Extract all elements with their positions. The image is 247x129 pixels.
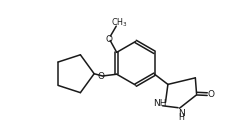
Text: N: N: [178, 108, 185, 118]
Text: O: O: [106, 35, 113, 43]
Text: CH$_3$: CH$_3$: [111, 16, 128, 29]
Text: NH: NH: [153, 99, 166, 108]
Text: O: O: [208, 90, 215, 99]
Text: H: H: [179, 113, 185, 122]
Text: O: O: [97, 72, 104, 81]
